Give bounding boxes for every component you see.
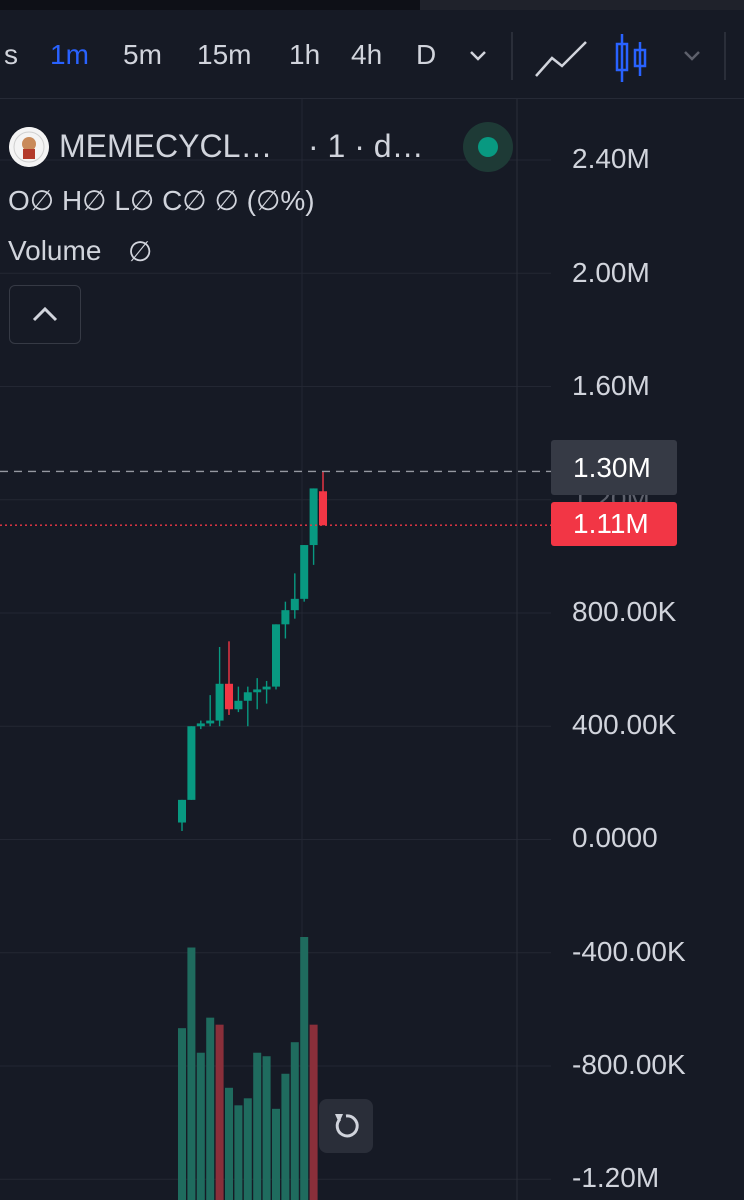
chevron-up-icon <box>32 306 58 322</box>
candle-body <box>253 689 262 693</box>
candle-body <box>178 799 186 823</box>
timeframe-4h[interactable]: 4h <box>351 39 383 70</box>
candle-body <box>309 488 318 546</box>
volume-bar <box>196 1052 205 1200</box>
price-axis-label: 800.00K <box>572 596 677 627</box>
candle-body <box>196 723 205 727</box>
candle-body <box>290 598 299 611</box>
timeframe-d[interactable]: D <box>416 39 437 70</box>
price-chart[interactable] <box>0 99 744 1200</box>
price-axis-label: 1.60M <box>572 370 650 401</box>
timeframe-chevron-down-icon[interactable] <box>467 44 489 66</box>
volume-value: ∅ <box>128 236 153 267</box>
volume-bar <box>215 1024 224 1200</box>
candle-body <box>300 545 309 599</box>
price-axis-label: 2.40M <box>572 143 650 174</box>
chart-type-chevron-down-icon[interactable] <box>681 44 703 66</box>
volume-bar <box>309 1024 318 1200</box>
candle-body <box>262 686 271 690</box>
status-bar-segment <box>420 0 744 10</box>
timeframe-seconds[interactable]: s <box>4 39 18 70</box>
reset-chart-button[interactable] <box>319 1099 373 1153</box>
volume-label[interactable]: Volume <box>8 235 102 266</box>
candle-body <box>187 726 196 800</box>
volume-bar <box>253 1052 262 1200</box>
volume-bar <box>178 1028 186 1200</box>
toolbar-divider <box>724 32 726 80</box>
volume-bar <box>243 1098 252 1200</box>
volume-bar <box>262 1056 271 1200</box>
volume-bar <box>187 947 196 1200</box>
status-dot-icon <box>478 137 498 157</box>
candle-body <box>243 692 252 701</box>
status-bar <box>0 0 744 10</box>
chart-toolbar: s 1m 5m 15m 1h 4h D <box>0 10 744 99</box>
symbol-interval: · 1 · d… <box>308 128 424 164</box>
token-avatar <box>9 127 49 167</box>
volume-bar <box>225 1087 233 1200</box>
price-axis-label: -1.20M <box>572 1162 660 1193</box>
toolbar-divider <box>511 32 513 80</box>
market-status-indicator[interactable] <box>463 122 513 172</box>
timeframe-5m[interactable]: 5m <box>123 39 162 70</box>
timeframe-1m[interactable]: 1m <box>50 39 89 70</box>
price-lines <box>0 470 551 526</box>
timeframe-1h[interactable]: 1h <box>289 39 321 70</box>
ohlc-values: O∅ H∅ L∅ C∅ ∅ (∅%) <box>8 185 315 216</box>
candlestick-icon[interactable] <box>613 32 651 84</box>
volume-bar <box>290 1042 299 1200</box>
price-axis-label: 0.0000 <box>572 822 658 853</box>
price-axis-label: -800.00K <box>572 1049 686 1080</box>
candle-body <box>281 610 290 625</box>
candle-body <box>225 683 233 710</box>
crosshair-price-tag: 1.30M <box>551 440 677 495</box>
candle-body <box>234 700 243 710</box>
last-price-tag: 1.11M <box>551 502 677 546</box>
timeframe-15m[interactable]: 15m <box>197 39 252 70</box>
reset-icon <box>335 1114 359 1138</box>
candle-body <box>215 683 224 721</box>
volume-bars <box>178 937 318 1200</box>
volume-bar <box>206 1017 215 1200</box>
line-chart-icon[interactable] <box>534 36 588 80</box>
price-axis-label: -400.00K <box>572 936 686 967</box>
price-axis-label: 400.00K <box>572 709 677 740</box>
volume-bar <box>234 1105 243 1200</box>
volume-bar <box>281 1073 290 1200</box>
collapse-legend-button[interactable] <box>9 285 81 344</box>
chart-grid <box>0 99 551 1200</box>
volume-bar <box>272 1108 280 1200</box>
price-axis-label: 2.00M <box>572 257 650 288</box>
candle-body <box>272 624 280 687</box>
symbol-name[interactable]: MEMECYCL… <box>59 128 273 164</box>
token-logo-icon <box>9 127 49 167</box>
candle-body <box>319 491 327 526</box>
candles <box>178 471 327 832</box>
candle-body <box>206 720 215 724</box>
volume-bar <box>300 937 309 1200</box>
